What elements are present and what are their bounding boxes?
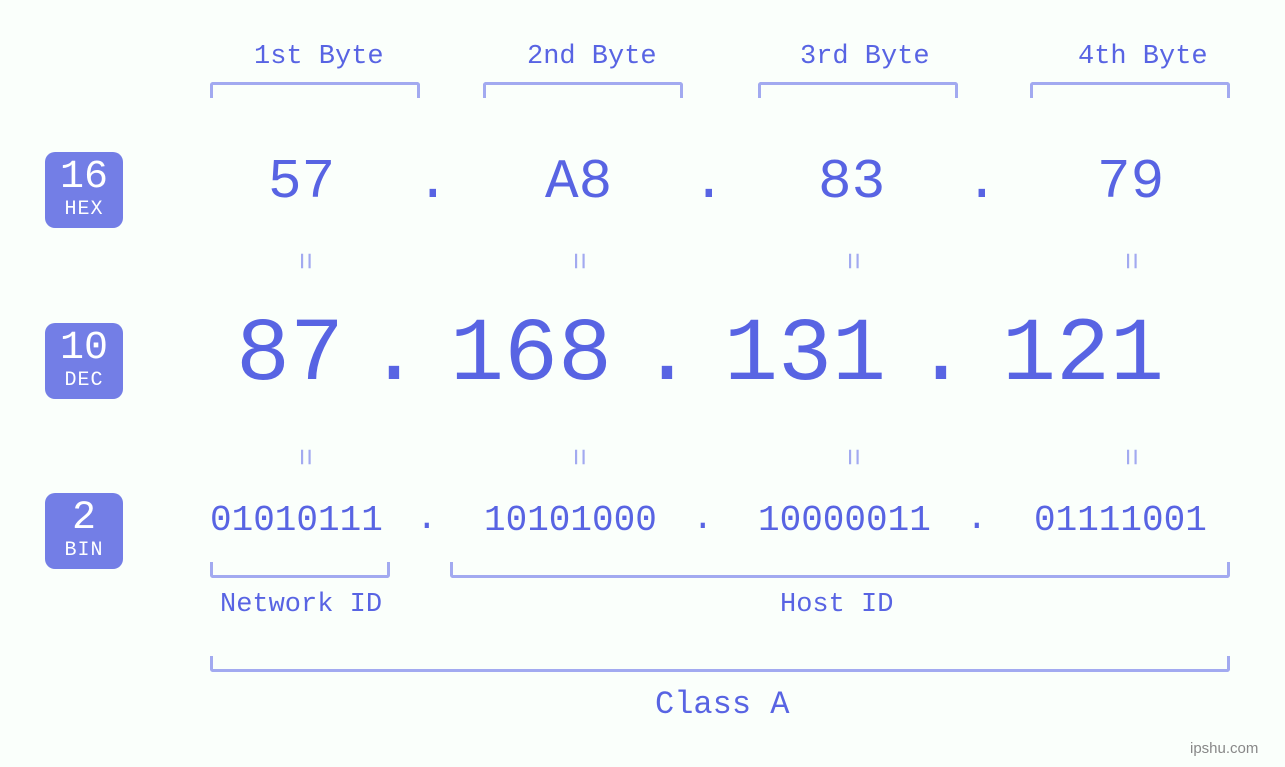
eq-hd-2: = [560, 252, 594, 270]
byte-label-4: 4th Byte [1078, 42, 1208, 72]
bin-byte-2: 10101000 [484, 500, 657, 541]
top-bracket-4 [1030, 82, 1230, 98]
watermark: ipshu.com [1190, 740, 1258, 757]
top-bracket-2 [483, 82, 683, 98]
hex-dot-1: . [416, 150, 450, 214]
byte-label-3: 3rd Byte [800, 42, 930, 72]
badge-dec: 10 DEC [45, 323, 123, 399]
dec-dot-1: . [367, 305, 421, 407]
dec-byte-1: 87 [236, 305, 344, 407]
bin-byte-4: 01111001 [1034, 500, 1207, 541]
network-id-label: Network ID [220, 590, 382, 620]
top-bracket-3 [758, 82, 958, 98]
badge-dec-label: DEC [45, 371, 123, 391]
badge-bin-label: BIN [45, 541, 123, 561]
network-id-bracket [210, 562, 390, 578]
hex-byte-2: A8 [545, 150, 612, 214]
bin-byte-3: 10000011 [758, 500, 931, 541]
badge-bin-num: 2 [45, 499, 123, 539]
eq-db-3: = [834, 448, 868, 466]
bin-byte-1: 01010111 [210, 500, 383, 541]
eq-db-4: = [1112, 448, 1146, 466]
hex-dot-2: . [692, 150, 726, 214]
eq-db-1: = [286, 448, 320, 466]
host-id-label: Host ID [780, 590, 893, 620]
host-id-bracket [450, 562, 1230, 578]
badge-dec-num: 10 [45, 329, 123, 369]
byte-label-1: 1st Byte [254, 42, 384, 72]
dec-dot-2: . [640, 305, 694, 407]
badge-hex: 16 HEX [45, 152, 123, 228]
bin-dot-3: . [966, 498, 988, 539]
eq-hd-3: = [834, 252, 868, 270]
bin-dot-2: . [692, 498, 714, 539]
hex-dot-3: . [965, 150, 999, 214]
eq-hd-4: = [1112, 252, 1146, 270]
dec-byte-3: 131 [724, 305, 886, 407]
class-label: Class A [655, 686, 789, 723]
eq-hd-1: = [286, 252, 320, 270]
badge-hex-num: 16 [45, 158, 123, 198]
hex-byte-3: 83 [818, 150, 885, 214]
hex-byte-1: 57 [268, 150, 335, 214]
badge-hex-label: HEX [45, 200, 123, 220]
byte-label-2: 2nd Byte [527, 42, 657, 72]
dec-byte-4: 121 [1002, 305, 1164, 407]
bin-dot-1: . [416, 498, 438, 539]
badge-bin: 2 BIN [45, 493, 123, 569]
hex-byte-4: 79 [1097, 150, 1164, 214]
top-bracket-1 [210, 82, 420, 98]
class-bracket [210, 656, 1230, 672]
dec-dot-3: . [914, 305, 968, 407]
eq-db-2: = [560, 448, 594, 466]
dec-byte-2: 168 [450, 305, 612, 407]
